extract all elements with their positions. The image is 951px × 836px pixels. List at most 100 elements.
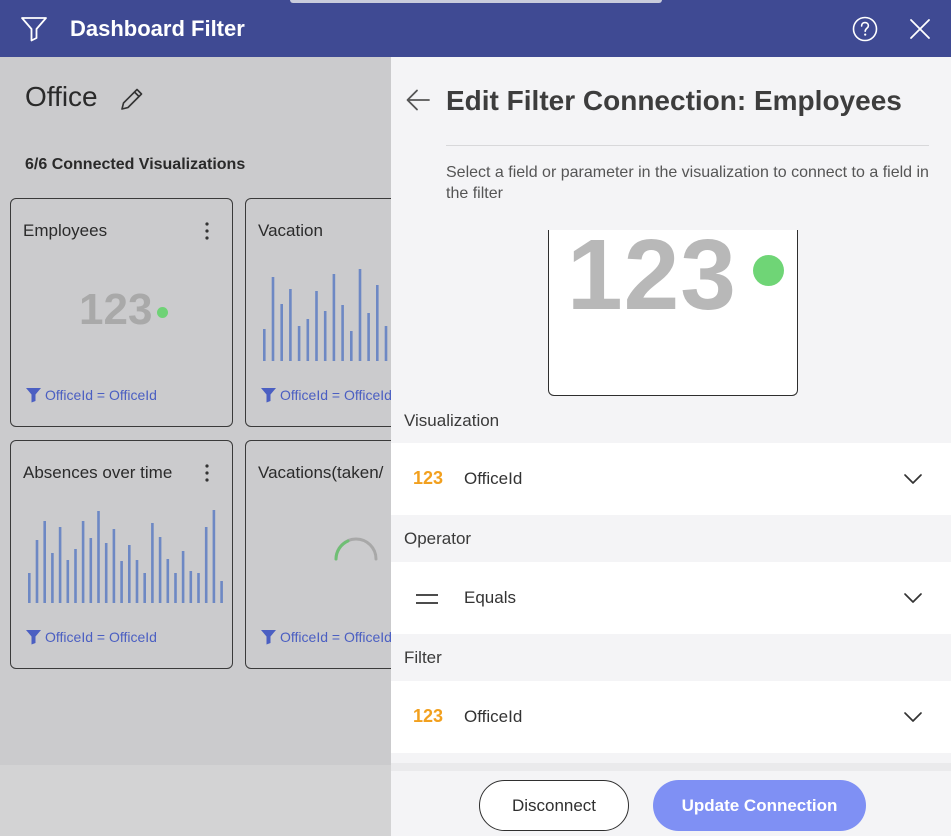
loading-spinner-icon bbox=[334, 537, 378, 561]
visualization-field-value: OfficeId bbox=[464, 469, 523, 488]
thumbnail-bar bbox=[174, 573, 177, 603]
thumbnail-bar bbox=[197, 573, 200, 603]
thumbnail-bar bbox=[74, 549, 77, 603]
card-title: Absences over time bbox=[23, 463, 173, 482]
filter-icon bbox=[26, 630, 41, 645]
thumbnail-bar bbox=[28, 573, 31, 603]
chevron-down-icon bbox=[904, 712, 922, 722]
thumbnail-bar bbox=[112, 529, 116, 603]
panel-title: Edit Filter Connection: Employees bbox=[446, 85, 902, 116]
thumbnail-bar bbox=[128, 545, 131, 603]
background-band bbox=[0, 765, 391, 836]
dialog-title: Dashboard Filter bbox=[70, 16, 245, 41]
thumbnail-bar bbox=[89, 538, 93, 603]
card-filter-text: OfficeId = OfficeId bbox=[45, 629, 157, 645]
thumbnail-bar bbox=[120, 561, 123, 603]
thumbnail-bar bbox=[189, 571, 193, 603]
equals-icon bbox=[416, 594, 438, 604]
thumbnail-bar bbox=[166, 559, 170, 603]
filter-icon bbox=[26, 388, 41, 403]
instruction-text: Select a field or parameter in the visua… bbox=[446, 164, 929, 202]
panel-footer: Disconnect Update Connection bbox=[391, 763, 951, 836]
filter-icon bbox=[261, 388, 276, 403]
thumbnail-bar bbox=[367, 313, 370, 361]
thumbnail-bar bbox=[143, 573, 146, 603]
filter-field-select[interactable]: 123 OfficeId bbox=[391, 681, 951, 753]
thumbnail-bar bbox=[151, 523, 154, 603]
thumbnail-bar bbox=[212, 510, 216, 603]
operator-label: Operator bbox=[404, 529, 472, 548]
window-notch bbox=[290, 0, 662, 3]
thumbnail-bar bbox=[376, 285, 379, 361]
visualization-card[interactable]: Employees 123 OfficeId = OfficeId bbox=[10, 198, 233, 427]
card-filter-link[interactable]: OfficeId = OfficeId bbox=[260, 629, 391, 645]
thumbnail-bar bbox=[289, 289, 292, 361]
thumbnail-bar bbox=[158, 537, 162, 603]
connected-count: 6/6 Connected Visualizations bbox=[25, 156, 246, 173]
dashboard-background: Office 6/6 Connected Visualizations Empl… bbox=[0, 57, 391, 836]
thumbnail-bar bbox=[263, 329, 266, 361]
card-filter-text: OfficeId = OfficeId bbox=[280, 387, 391, 403]
card-filter-link[interactable]: OfficeId = OfficeId bbox=[25, 629, 157, 645]
thumbnail-bar bbox=[51, 553, 54, 603]
thumbnail-bar bbox=[271, 277, 275, 361]
visualization-card[interactable]: Vacations(taken/ OfficeId = OfficeId bbox=[245, 440, 391, 669]
thumbnail-bar bbox=[332, 274, 336, 361]
card-title: Employees bbox=[23, 221, 108, 240]
close-icon[interactable] bbox=[908, 17, 932, 41]
card-filter-text: OfficeId = OfficeId bbox=[45, 387, 157, 403]
disconnect-button[interactable]: Disconnect bbox=[479, 780, 629, 831]
thumbnail-bar bbox=[81, 521, 85, 603]
help-icon[interactable] bbox=[852, 16, 878, 42]
filter-field-value: OfficeId bbox=[464, 707, 523, 726]
chevron-down-icon bbox=[904, 593, 922, 603]
thumbnail-bar bbox=[306, 319, 310, 361]
thumbnail-bar bbox=[384, 326, 388, 361]
divider bbox=[446, 145, 929, 146]
card-title: Vacation bbox=[258, 221, 323, 240]
visualization-label: Visualization bbox=[404, 411, 500, 430]
kpi-indicator-dot bbox=[157, 307, 168, 318]
filter-icon bbox=[261, 630, 276, 645]
thumbnail-bar bbox=[204, 527, 208, 603]
number-type-icon: 123 bbox=[413, 706, 444, 726]
dialog-header: Dashboard Filter bbox=[0, 0, 951, 57]
card-title: Vacations(taken/ bbox=[258, 463, 384, 482]
bar-chart-thumbnail bbox=[263, 269, 388, 361]
operator-value: Equals bbox=[464, 588, 516, 607]
thumbnail-bar bbox=[66, 560, 70, 603]
bar-chart-thumbnail bbox=[28, 510, 223, 603]
thumbnail-bar bbox=[315, 291, 318, 361]
kpi-value: 123 bbox=[79, 285, 153, 334]
preview-kpi-value: 123 bbox=[567, 230, 737, 331]
thumbnail-bar bbox=[35, 540, 39, 603]
visualization-preview[interactable]: 123 bbox=[548, 230, 798, 396]
card-filter-link[interactable]: OfficeId = OfficeId bbox=[260, 387, 391, 403]
thumbnail-bar bbox=[97, 511, 100, 603]
thumbnail-bar bbox=[220, 581, 223, 603]
filter-label: Filter bbox=[404, 648, 442, 667]
thumbnail-bar bbox=[358, 269, 362, 361]
footer-edge bbox=[391, 763, 951, 771]
more-options-icon[interactable] bbox=[203, 463, 211, 483]
pencil-icon[interactable] bbox=[118, 85, 146, 113]
thumbnail-bar bbox=[280, 304, 283, 361]
thumbnail-bar bbox=[135, 560, 139, 603]
thumbnail-bar bbox=[181, 551, 185, 603]
more-options-icon[interactable] bbox=[203, 221, 211, 241]
thumbnail-bar bbox=[43, 521, 46, 603]
visualization-field-select[interactable]: 123 OfficeId bbox=[391, 443, 951, 515]
number-type-icon: 123 bbox=[413, 468, 444, 488]
thumbnail-bar bbox=[104, 543, 108, 603]
thumbnail-bar bbox=[58, 527, 62, 603]
back-arrow-icon[interactable] bbox=[405, 87, 431, 113]
update-connection-button[interactable]: Update Connection bbox=[653, 780, 866, 831]
visualization-card[interactable]: Absences over time OfficeId = OfficeId bbox=[10, 440, 233, 669]
filter-icon bbox=[21, 17, 47, 42]
card-filter-link[interactable]: OfficeId = OfficeId bbox=[25, 387, 157, 403]
operator-select[interactable]: Equals bbox=[391, 562, 951, 634]
chevron-down-icon bbox=[904, 474, 922, 484]
card-filter-text: OfficeId = OfficeId bbox=[280, 629, 391, 645]
edit-connection-panel: Edit Filter Connection: Employees Select… bbox=[391, 57, 951, 836]
visualization-card[interactable]: Vacation OfficeId = OfficeId bbox=[245, 198, 391, 427]
